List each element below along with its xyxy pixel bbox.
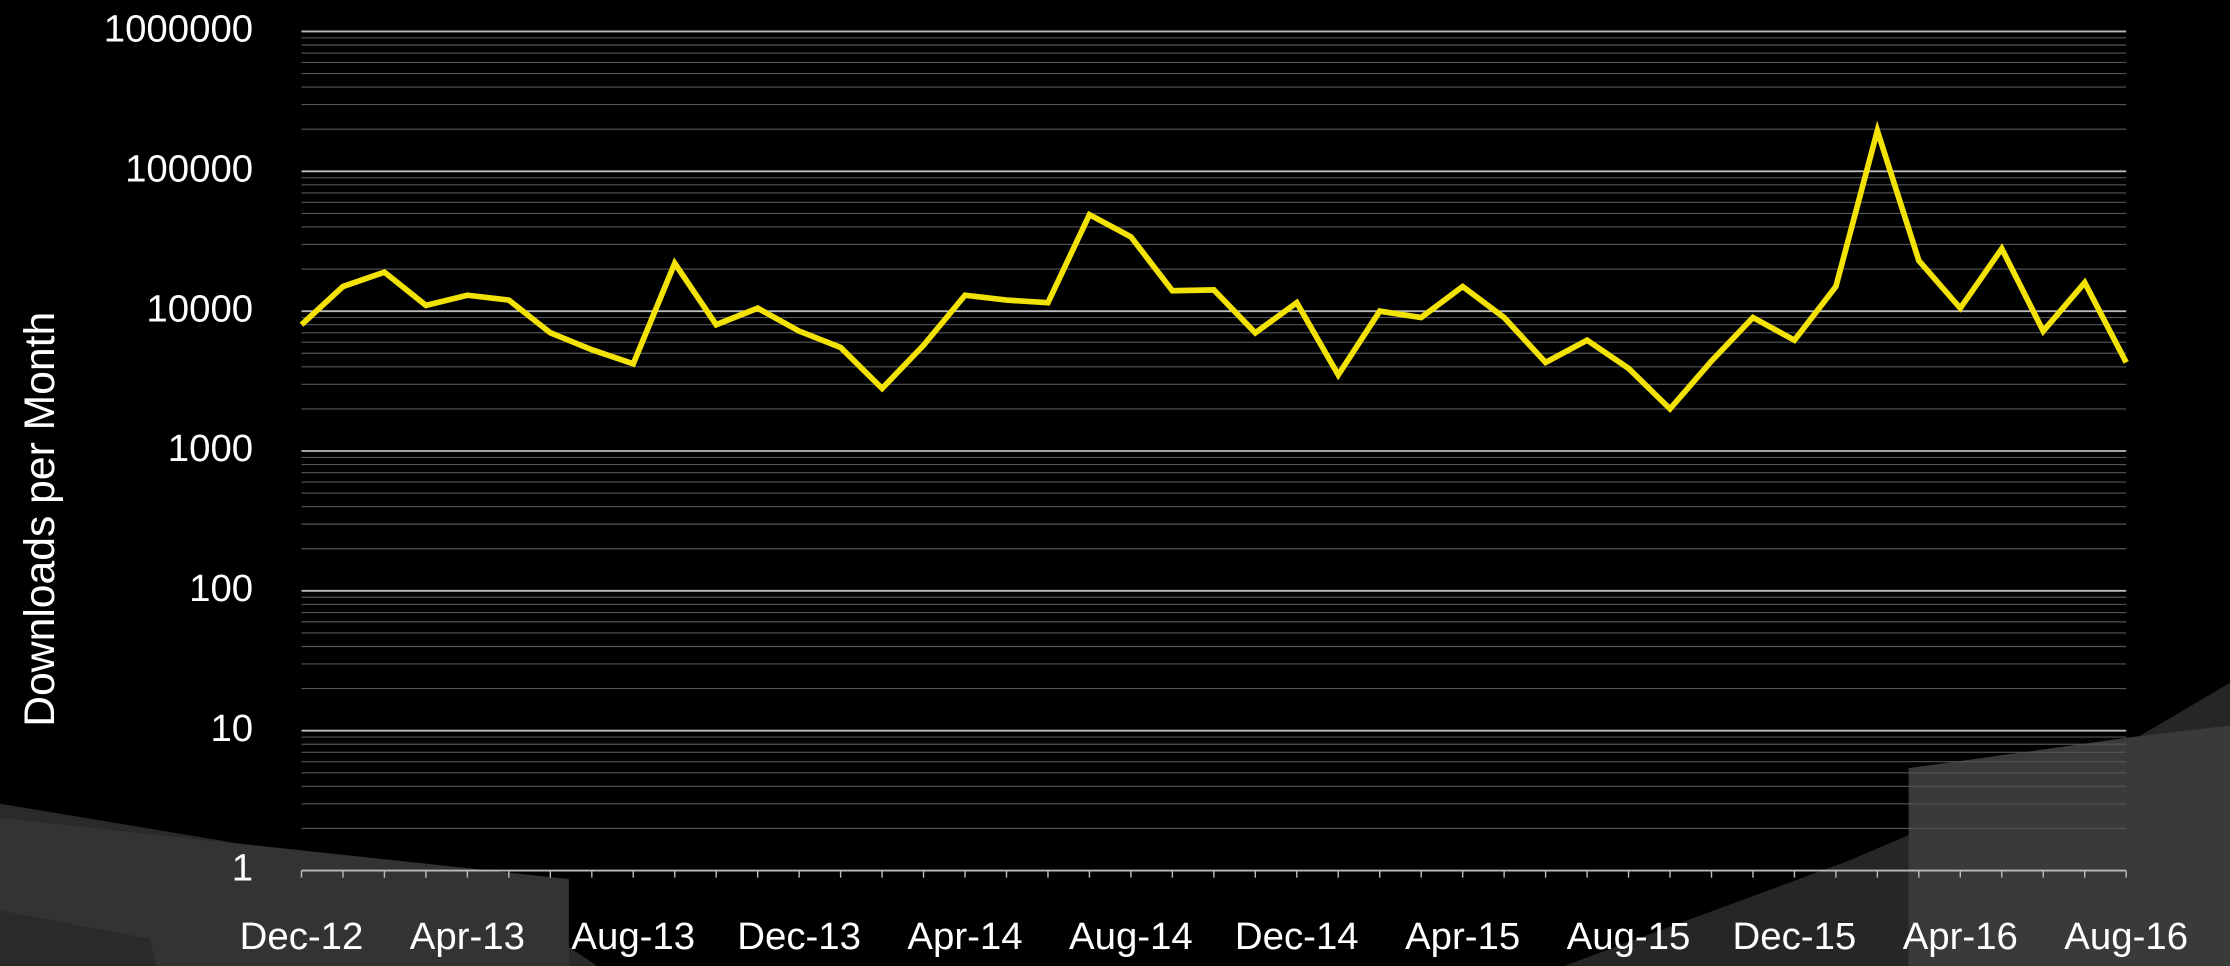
y-axis-label: Downloads per Month [16,312,64,727]
y-tick-label: 1 [232,847,253,890]
background-decoration [0,682,2230,966]
x-tick-label: Apr-13 [410,915,525,958]
x-tick-label: Apr-15 [1405,915,1520,958]
x-tick-label: Apr-16 [1903,915,2018,958]
x-tick-label: Dec-15 [1733,915,1857,958]
x-tick-label: Dec-12 [240,915,364,958]
x-tick-label: Dec-14 [1235,915,1359,958]
x-tick-label: Dec-13 [737,915,861,958]
x-tick-label: Aug-16 [2064,915,2188,958]
y-tick-label: 100 [189,567,253,610]
y-tick-label: 1000 [168,427,253,470]
x-tick-label: Apr-14 [907,915,1022,958]
y-tick-label: 10000 [146,287,253,330]
x-tick-label: Aug-14 [1069,915,1193,958]
x-tick-label: Aug-13 [571,915,695,958]
grid [301,30,2127,872]
y-tick-label: 100000 [125,147,253,190]
x-tick-label: Aug-15 [1567,915,1691,958]
y-tick-label: 10 [210,707,253,750]
y-tick-label: 1000000 [104,8,253,51]
data-line [299,120,2129,414]
